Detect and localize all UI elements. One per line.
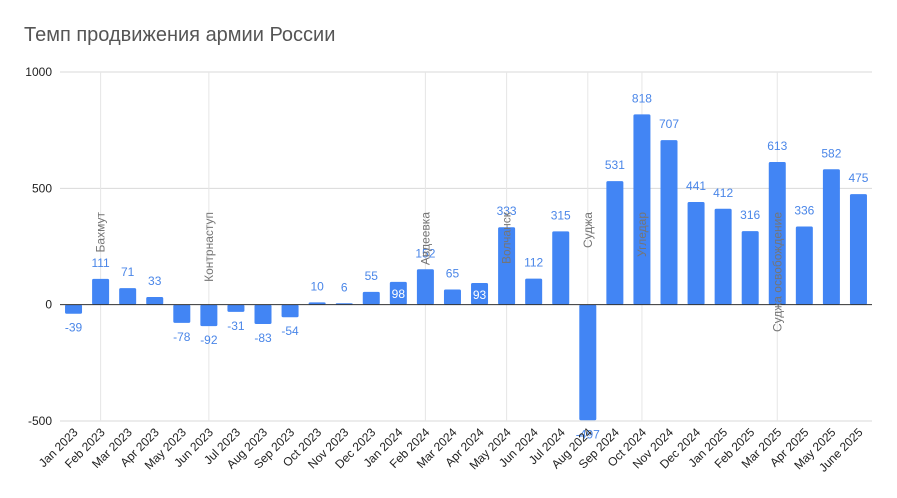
bar bbox=[281, 304, 299, 318]
data-label: 582 bbox=[821, 146, 841, 160]
data-label: 71 bbox=[121, 265, 135, 279]
data-label: 613 bbox=[767, 139, 787, 153]
data-label: 6 bbox=[341, 280, 348, 294]
data-label: 315 bbox=[551, 208, 571, 222]
bar bbox=[741, 231, 759, 305]
bar bbox=[443, 289, 461, 305]
bar bbox=[768, 162, 786, 305]
data-label: -497 bbox=[576, 427, 600, 441]
data-label: 93 bbox=[473, 288, 487, 302]
data-label: 818 bbox=[632, 91, 652, 105]
bar bbox=[119, 288, 137, 305]
annotation-label: Волчанск bbox=[500, 211, 514, 264]
data-label: 112 bbox=[524, 256, 543, 270]
data-label: 316 bbox=[740, 208, 760, 222]
data-label: 152 bbox=[415, 246, 435, 260]
annotation-label: Бахмут bbox=[94, 212, 108, 253]
data-label: 441 bbox=[686, 179, 706, 193]
bar bbox=[173, 304, 191, 323]
bar bbox=[660, 140, 678, 305]
bar bbox=[416, 269, 434, 305]
bar bbox=[308, 302, 326, 305]
bar bbox=[822, 169, 840, 305]
annotation-label: Угледар bbox=[635, 212, 649, 257]
bar bbox=[525, 278, 543, 305]
data-label: -54 bbox=[281, 324, 299, 338]
data-labels: -39 111 71 33 -78 -92 -31 -83 -54 10 6 55 98 152 65 93 3… bbox=[65, 91, 869, 441]
data-label: 475 bbox=[848, 171, 868, 185]
annotation-labels: Бахмут Контрнаступ Авдеевка Волчанск Суджа Уг… bbox=[94, 211, 785, 332]
bar bbox=[552, 231, 570, 305]
data-label: -92 bbox=[200, 333, 218, 347]
bar bbox=[633, 114, 651, 305]
data-label: -31 bbox=[227, 319, 245, 333]
data-label: 65 bbox=[446, 267, 460, 281]
data-label: 55 bbox=[365, 269, 379, 283]
data-label: 707 bbox=[659, 117, 679, 131]
y-tick-label: 0 bbox=[45, 298, 52, 312]
annotation-label: Суджа освобождение bbox=[770, 212, 784, 332]
annotation-label: Суджа bbox=[581, 212, 595, 248]
gridlines bbox=[60, 71, 872, 422]
bar bbox=[65, 304, 83, 314]
data-label: -83 bbox=[254, 331, 272, 345]
bar bbox=[146, 296, 164, 305]
data-label: 333 bbox=[497, 204, 517, 218]
bar bbox=[92, 278, 110, 305]
data-label: 111 bbox=[91, 256, 110, 270]
chart-title: Темп продвижения армии России bbox=[24, 24, 336, 46]
bar bbox=[714, 208, 732, 305]
annotation-label: Авдеевка bbox=[418, 212, 432, 265]
data-label: 98 bbox=[392, 287, 406, 301]
y-tick-label: 500 bbox=[32, 181, 52, 195]
bar bbox=[687, 202, 705, 305]
bar bbox=[579, 304, 597, 421]
bar bbox=[227, 304, 245, 312]
bar bbox=[606, 181, 624, 305]
bars bbox=[65, 114, 867, 421]
bar bbox=[795, 226, 813, 305]
annotation-label: Контрнаступ bbox=[202, 212, 216, 282]
bar bbox=[498, 227, 516, 305]
bar bbox=[254, 304, 272, 324]
bar bbox=[849, 194, 867, 305]
data-label: -39 bbox=[65, 321, 83, 335]
y-axis-ticks: -500 0 500 1000 bbox=[25, 65, 52, 428]
data-label: 33 bbox=[148, 274, 162, 288]
data-label: 10 bbox=[310, 279, 324, 293]
y-tick-label: -500 bbox=[28, 414, 52, 428]
bar bbox=[200, 304, 218, 327]
y-tick-label: 1000 bbox=[25, 65, 52, 79]
bar bbox=[389, 281, 407, 305]
data-label: 531 bbox=[605, 158, 625, 172]
bar bbox=[362, 291, 380, 305]
data-label: 336 bbox=[794, 203, 814, 217]
data-label: -78 bbox=[173, 330, 191, 344]
bar bbox=[471, 283, 489, 305]
data-label: 412 bbox=[713, 186, 733, 200]
